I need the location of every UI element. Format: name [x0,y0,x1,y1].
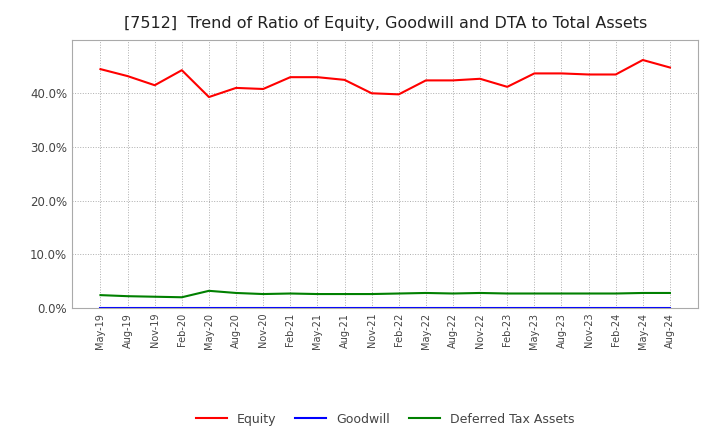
Goodwill [584,305,593,311]
Deferred Tax Assets [395,291,403,296]
Equity [259,86,268,92]
Goodwill [367,305,376,311]
Equity [584,72,593,77]
Goodwill [639,305,647,311]
Goodwill [476,305,485,311]
Goodwill [96,305,105,311]
Equity [665,65,674,70]
Equity [341,77,349,82]
Equity [557,71,566,76]
Equity [286,74,294,80]
Equity [123,73,132,79]
Deferred Tax Assets [449,291,457,296]
Equity [96,66,105,72]
Equity [449,78,457,83]
Equity [476,76,485,81]
Equity [503,84,511,89]
Equity [421,78,430,83]
Goodwill [259,305,268,311]
Deferred Tax Assets [232,290,240,296]
Goodwill [204,305,213,311]
Deferred Tax Assets [259,291,268,297]
Goodwill [313,305,322,311]
Deferred Tax Assets [476,290,485,296]
Deferred Tax Assets [96,293,105,298]
Line: Deferred Tax Assets: Deferred Tax Assets [101,291,670,297]
Deferred Tax Assets [313,291,322,297]
Deferred Tax Assets [503,291,511,296]
Deferred Tax Assets [530,291,539,296]
Goodwill [232,305,240,311]
Goodwill [449,305,457,311]
Goodwill [503,305,511,311]
Goodwill [665,305,674,311]
Deferred Tax Assets [611,291,620,296]
Equity [232,85,240,91]
Goodwill [557,305,566,311]
Title: [7512]  Trend of Ratio of Equity, Goodwill and DTA to Total Assets: [7512] Trend of Ratio of Equity, Goodwil… [124,16,647,32]
Deferred Tax Assets [123,293,132,299]
Goodwill [395,305,403,311]
Equity [611,72,620,77]
Deferred Tax Assets [639,290,647,296]
Equity [530,71,539,76]
Line: Equity: Equity [101,60,670,97]
Goodwill [150,305,159,311]
Deferred Tax Assets [367,291,376,297]
Goodwill [530,305,539,311]
Deferred Tax Assets [557,291,566,296]
Deferred Tax Assets [204,288,213,293]
Deferred Tax Assets [665,290,674,296]
Equity [313,74,322,80]
Deferred Tax Assets [150,294,159,299]
Deferred Tax Assets [421,290,430,296]
Equity [204,95,213,100]
Goodwill [123,305,132,311]
Equity [178,68,186,73]
Deferred Tax Assets [178,295,186,300]
Deferred Tax Assets [584,291,593,296]
Equity [367,91,376,96]
Goodwill [341,305,349,311]
Deferred Tax Assets [341,291,349,297]
Goodwill [286,305,294,311]
Equity [395,92,403,97]
Legend: Equity, Goodwill, Deferred Tax Assets: Equity, Goodwill, Deferred Tax Assets [191,407,580,431]
Equity [639,57,647,62]
Goodwill [421,305,430,311]
Goodwill [178,305,186,311]
Equity [150,83,159,88]
Deferred Tax Assets [286,291,294,296]
Goodwill [611,305,620,311]
